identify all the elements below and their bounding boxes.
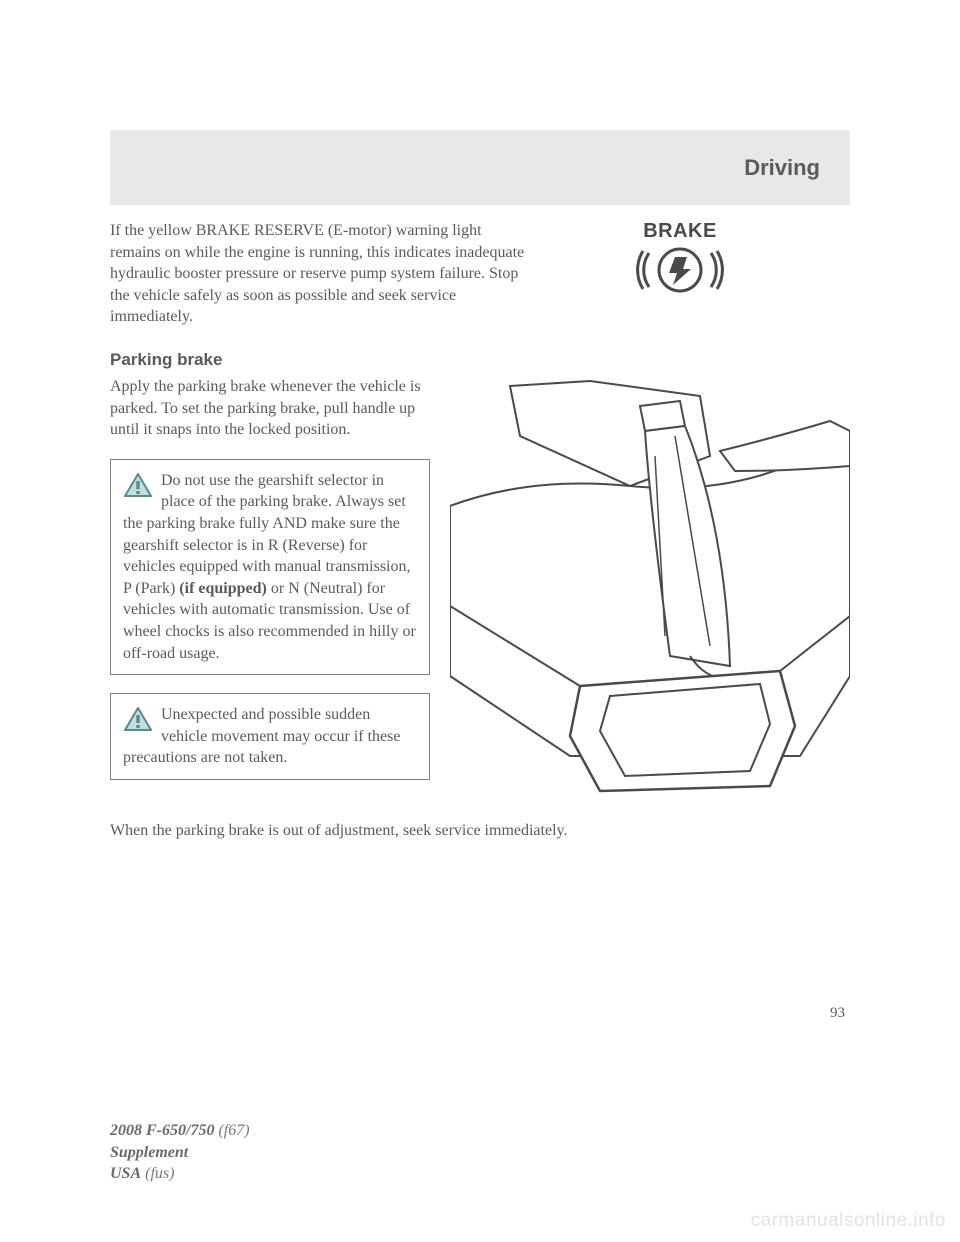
footer-region: USA: [110, 1165, 141, 1182]
closing-paragraph: When the parking brake is out of adjustm…: [110, 820, 850, 842]
footer-line-3: USA (fus): [110, 1163, 250, 1185]
warning-2-text: Unexpected and possible sudden vehicle m…: [123, 706, 400, 766]
intro-paragraph: If the yellow BRAKE RESERVE (E-motor) wa…: [110, 220, 530, 328]
parking-intro-paragraph: Apply the parking brake whenever the veh…: [110, 376, 430, 441]
intro-block: BRAKE If the yellow BRAKE RESERVE (E-mot…: [110, 220, 850, 328]
brake-reserve-indicator: BRAKE: [610, 220, 750, 303]
parking-brake-block: Apply the parking brake whenever the veh…: [110, 376, 850, 780]
brake-label: BRAKE: [610, 220, 750, 243]
section-header-title: Driving: [744, 155, 820, 181]
warning-1-bold: (if equipped): [179, 580, 267, 597]
parking-brake-heading: Parking brake: [110, 350, 850, 370]
brake-reserve-icon: [625, 243, 735, 298]
footer-code-1: (f67): [214, 1122, 249, 1139]
page-content: BRAKE If the yellow BRAKE RESERVE (E-mot…: [110, 220, 850, 841]
warning-triangle-icon: [123, 472, 153, 498]
footer-line-2: Supplement: [110, 1142, 250, 1164]
warning-triangle-icon: [123, 706, 153, 732]
page-number: 93: [830, 1005, 845, 1022]
section-header-band: Driving: [110, 130, 850, 205]
footer-model: 2008 F-650/750: [110, 1122, 214, 1139]
warning-1-pre: Do not use the gearshift selector in pla…: [123, 472, 411, 597]
manual-page: Driving BRAKE If the yellow BRAKE RESERV…: [0, 0, 960, 1242]
footer-supplement: Supplement: [110, 1144, 188, 1161]
warning-box-gearshift: Do not use the gearshift selector in pla…: [110, 459, 430, 675]
footer-block: 2008 F-650/750 (f67) Supplement USA (fus…: [110, 1120, 250, 1185]
warning-box-movement: Unexpected and possible sudden vehicle m…: [110, 693, 430, 780]
parking-brake-illustration: [450, 376, 850, 806]
footer-line-1: 2008 F-650/750 (f67): [110, 1120, 250, 1142]
watermark: carmanualsonline.info: [751, 1210, 946, 1232]
footer-code-2: (fus): [141, 1165, 174, 1182]
